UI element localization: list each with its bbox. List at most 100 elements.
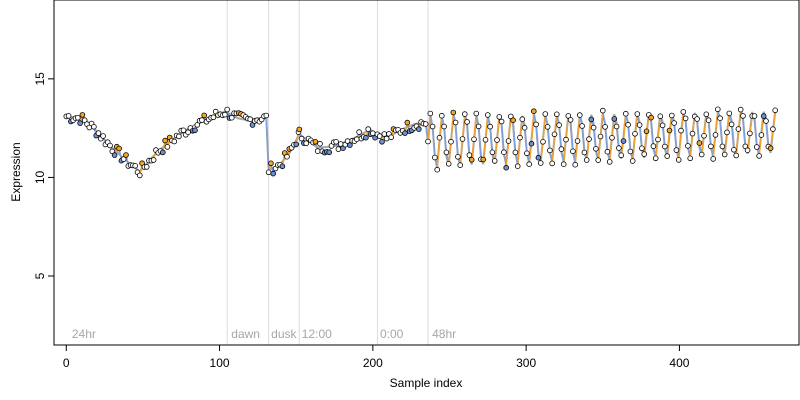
data-point xyxy=(199,117,205,123)
data-point xyxy=(604,148,611,155)
data-point xyxy=(192,127,198,134)
data-point xyxy=(770,126,776,132)
data-point xyxy=(544,124,551,130)
data-point xyxy=(627,148,634,155)
data-point xyxy=(164,144,171,150)
data-point xyxy=(714,106,721,113)
data-point xyxy=(675,157,682,163)
data-point xyxy=(556,122,562,128)
data-point xyxy=(698,151,705,158)
segment-line xyxy=(643,131,648,155)
data-point xyxy=(296,126,303,133)
data-point xyxy=(91,124,97,130)
data-point xyxy=(724,129,730,136)
data-point xyxy=(464,119,470,125)
segment-line xyxy=(436,137,441,170)
data-point xyxy=(717,115,723,121)
data-point xyxy=(708,143,714,150)
data-point xyxy=(735,126,742,132)
data-point xyxy=(747,130,753,137)
data-point xyxy=(710,156,716,162)
data-point xyxy=(381,131,388,137)
segment-line xyxy=(523,127,528,154)
data-point xyxy=(767,145,774,152)
data-point xyxy=(579,123,585,129)
segment-line xyxy=(769,128,774,149)
x-tick-label: 300 xyxy=(516,356,536,370)
data-point xyxy=(443,149,450,156)
data-point xyxy=(480,156,487,163)
data-point xyxy=(657,113,664,120)
segment-line xyxy=(530,111,535,144)
data-point xyxy=(263,112,270,119)
segment-line xyxy=(493,139,498,162)
segment-line xyxy=(634,113,639,134)
annotation-3: 12:00 xyxy=(302,327,332,341)
data-point xyxy=(194,122,201,128)
segment-line xyxy=(714,109,719,135)
data-point xyxy=(326,149,333,156)
data-point xyxy=(402,130,408,136)
data-point xyxy=(79,112,86,118)
data-point xyxy=(542,111,549,117)
data-point xyxy=(744,147,751,154)
data-point xyxy=(572,161,578,168)
data-point xyxy=(547,147,553,154)
data-points xyxy=(63,106,778,179)
data-point xyxy=(365,126,372,132)
segment-line xyxy=(443,126,448,153)
data-point xyxy=(496,114,503,120)
segment-line xyxy=(746,133,751,151)
data-point xyxy=(510,117,516,123)
data-point xyxy=(751,113,758,119)
segment-line xyxy=(730,124,735,150)
segment-line xyxy=(588,119,593,140)
data-point xyxy=(171,138,178,145)
segment-line xyxy=(558,124,563,150)
segment-line xyxy=(484,114,489,140)
data-point xyxy=(445,161,452,167)
data-point xyxy=(563,136,569,143)
segment-line xyxy=(505,140,510,168)
data-point xyxy=(404,119,411,126)
segment-line xyxy=(735,128,740,156)
data-point xyxy=(150,157,157,163)
segment-line xyxy=(438,115,443,138)
segment-line xyxy=(765,120,770,147)
segment-line xyxy=(576,114,581,142)
data-point xyxy=(379,139,385,145)
data-point xyxy=(636,122,643,128)
segment-line xyxy=(535,124,540,158)
y-tick-label: 15 xyxy=(33,72,47,86)
data-point xyxy=(466,152,473,158)
data-point xyxy=(616,145,622,151)
data-point xyxy=(613,123,620,130)
data-point xyxy=(602,124,608,130)
segment-line xyxy=(553,114,558,135)
data-point xyxy=(468,157,475,163)
data-point xyxy=(132,163,139,169)
data-point xyxy=(650,143,657,149)
data-point xyxy=(143,164,150,170)
data-point xyxy=(314,148,321,154)
data-point xyxy=(356,129,362,135)
data-point xyxy=(265,169,272,176)
segment-line xyxy=(666,130,671,157)
segment-line xyxy=(657,116,662,140)
segment-line xyxy=(654,139,659,159)
segment-line xyxy=(592,127,597,149)
data-point xyxy=(201,112,208,119)
data-point xyxy=(317,140,323,147)
segment-line xyxy=(677,130,682,160)
data-point xyxy=(570,148,576,155)
data-point xyxy=(473,110,480,117)
data-point xyxy=(65,113,72,119)
data-point xyxy=(120,156,127,162)
data-point xyxy=(268,160,274,167)
segment-line xyxy=(482,139,487,160)
data-point xyxy=(719,143,726,150)
data-point xyxy=(535,154,542,161)
data-point xyxy=(461,111,468,117)
data-point xyxy=(678,127,684,134)
segment-line xyxy=(551,134,556,164)
